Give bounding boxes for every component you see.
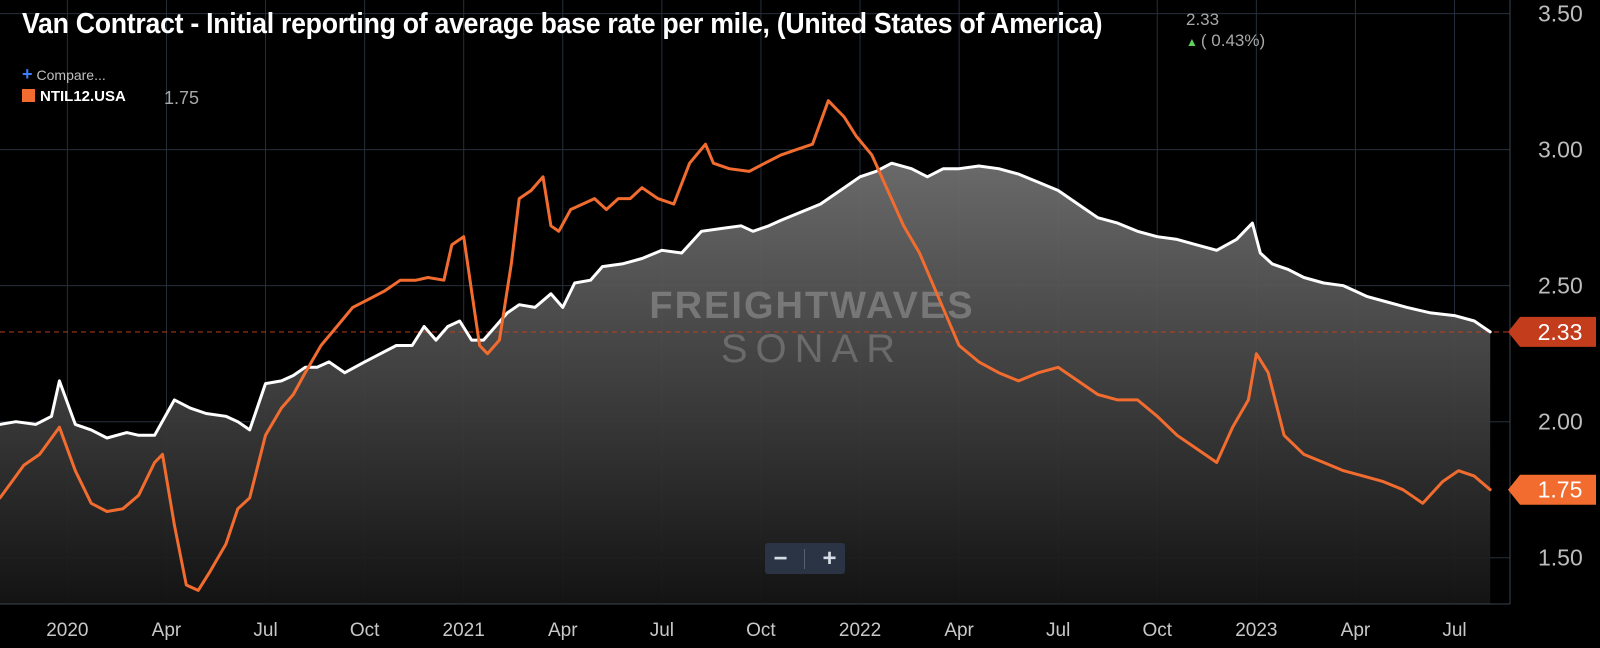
legend-value: 1.75	[164, 88, 200, 108]
series-lines	[0, 99, 1492, 592]
zoom-in-button[interactable]: +	[822, 544, 837, 572]
zoom-separator	[804, 548, 806, 569]
plus-icon: +	[22, 64, 33, 84]
chart-title: Van Contract - Initial reporting of aver…	[22, 8, 1103, 40]
x-tick-label: Jul	[253, 620, 277, 641]
x-tick-label: Apr	[944, 620, 974, 641]
compare-button[interactable]: + Compare...	[22, 64, 106, 85]
x-tick-label: 2020	[46, 620, 88, 641]
last-value-badge	[1508, 316, 1596, 347]
y-tick-label: 2.00	[1538, 409, 1583, 435]
last-value-text: 2.33	[1538, 319, 1583, 345]
change-text: ( 0.43%)	[1200, 31, 1266, 50]
axes: 2020 Apr Jul Oct 2021 Apr Jul Oct 2022 Apr Jul Oct 2…	[0, 0, 1583, 641]
x-tick-label: 2022	[839, 620, 881, 641]
series-line-0	[0, 161, 1492, 440]
current-value: 2.33	[1186, 10, 1220, 29]
arrow-up-icon: ▲	[1186, 35, 1198, 49]
series-area-0	[0, 163, 1491, 604]
x-tick-label: Apr	[1341, 620, 1371, 641]
legend-symbol: NTIL12.USA	[40, 88, 126, 105]
y-tick-label: 3.50	[1538, 1, 1583, 27]
y-tick-label: 1.50	[1538, 545, 1583, 571]
series-line-1	[0, 99, 1492, 592]
legend-swatch	[22, 89, 35, 102]
compare-label: Compare...	[36, 67, 106, 83]
watermark: FREIGHTWAVES SONAR	[649, 285, 974, 371]
zoom-controls: − +	[765, 543, 845, 574]
x-tick-label: 2023	[1235, 620, 1277, 641]
y-tick-label: 3.00	[1538, 137, 1583, 163]
legend-item[interactable]: NTIL12.USA	[22, 88, 126, 105]
x-tick-label: Oct	[350, 620, 380, 641]
x-tick-label: Apr	[548, 620, 578, 641]
last-value-badges: 2.33 1.75	[1508, 316, 1596, 505]
zoom-out-button[interactable]: −	[773, 544, 788, 572]
change-value: ▲( 0.43%)	[1186, 31, 1265, 51]
x-tick-label: Oct	[1142, 620, 1172, 641]
x-tick-label: Jul	[1046, 620, 1070, 641]
x-tick-label: Jul	[650, 620, 674, 641]
x-tick-label: 2021	[443, 620, 485, 641]
svg-text:SONAR: SONAR	[721, 327, 903, 371]
last-value-badge	[1508, 474, 1596, 505]
x-tick-label: Oct	[746, 620, 776, 641]
x-tick-label: Jul	[1442, 620, 1466, 641]
last-value-text: 1.75	[1538, 477, 1583, 503]
y-tick-label: 2.50	[1538, 273, 1583, 299]
svg-text:FREIGHTWAVES: FREIGHTWAVES	[649, 285, 974, 327]
area-fill	[0, 163, 1491, 604]
x-tick-label: Apr	[152, 620, 182, 641]
